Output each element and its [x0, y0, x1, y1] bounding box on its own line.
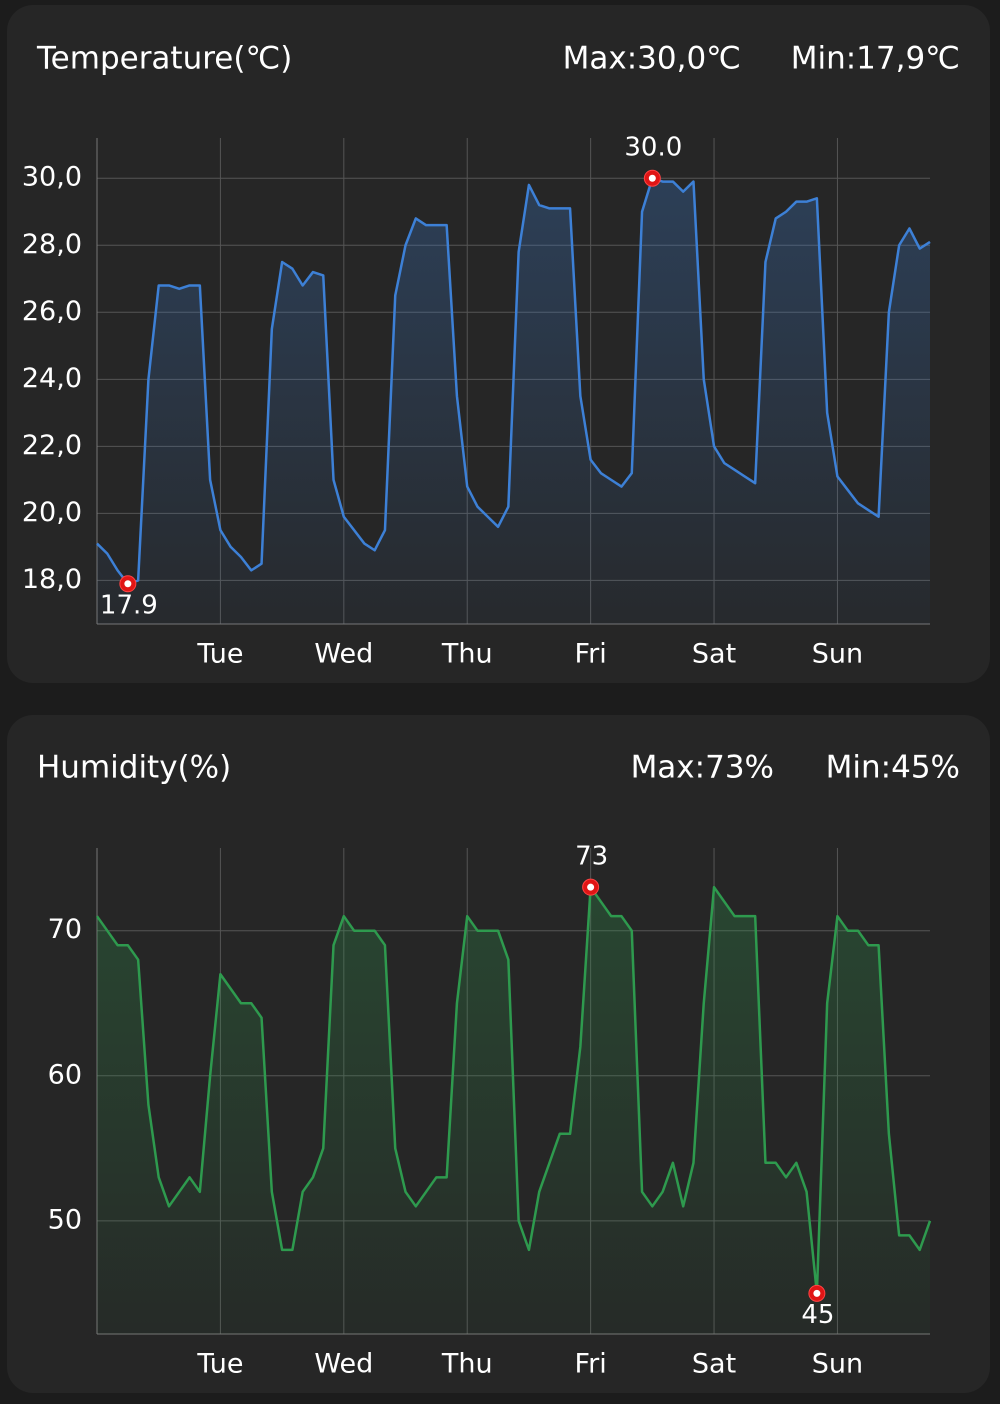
chart-title: Humidity(%)	[37, 750, 231, 786]
max-text: Max:30,0℃	[563, 41, 741, 77]
min-text: Min:17,9℃	[791, 41, 960, 77]
x-tick-label: Sat	[692, 1349, 736, 1380]
max-text: Max:73%	[631, 750, 774, 786]
x-tick-label: Fri	[575, 1349, 607, 1380]
point-marker-center	[587, 883, 595, 891]
x-tick-label: Wed	[314, 639, 373, 670]
point-marker-center	[124, 580, 132, 588]
y-tick-label: 60	[48, 1059, 82, 1090]
x-tick-label: Tue	[196, 639, 243, 670]
y-tick-label: 28,0	[22, 229, 82, 260]
point-marker-center	[813, 1289, 821, 1297]
y-tick-label: 18,0	[22, 564, 82, 595]
x-tick-label: Tue	[196, 1349, 243, 1380]
point-label: 30.0	[624, 133, 682, 163]
line	[95, 885, 932, 1295]
x-tick-label: Thu	[441, 639, 493, 670]
x-tick-label: Sat	[692, 639, 736, 670]
point-label: 17.9	[100, 590, 158, 620]
x-tick-label: Thu	[441, 1349, 493, 1380]
point-label: 73	[575, 842, 608, 872]
y-tick-label: 26,0	[22, 296, 82, 327]
y-tick-label: 22,0	[22, 430, 82, 461]
x-tick-label: Sun	[812, 1349, 863, 1380]
y-tick-label: 30,0	[22, 162, 82, 193]
point-marker-center	[648, 174, 656, 182]
chart-title: Temperature(℃)	[36, 41, 292, 77]
line	[96, 176, 931, 586]
y-tick-label: 70	[48, 914, 82, 945]
point-label: 45	[801, 1300, 834, 1330]
y-tick-label: 24,0	[22, 363, 82, 394]
min-text: Min:45%	[826, 750, 960, 786]
y-tick-label: 50	[48, 1204, 82, 1235]
x-tick-label: Sun	[812, 639, 863, 670]
y-tick-label: 20,0	[22, 497, 82, 528]
x-tick-label: Wed	[314, 1349, 373, 1380]
x-tick-label: Fri	[575, 639, 607, 670]
